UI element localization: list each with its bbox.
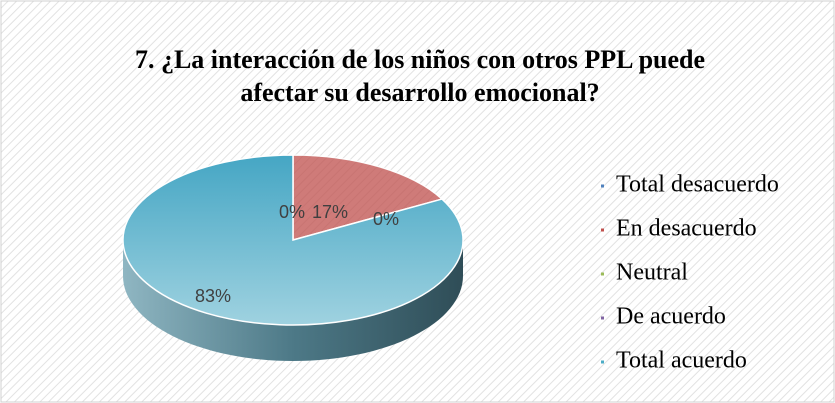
pie-slice [122,154,464,326]
pie-side [123,240,463,361]
data-label: 0% [373,209,399,229]
chart-title: afectar su desarrollo emocional? [240,78,599,107]
legend-label: Total desacuerdo [616,172,779,198]
pie-slice [292,154,444,241]
legend-marker [601,228,604,232]
legend-label: Neutral [616,260,688,286]
data-label: 83% [195,286,231,306]
legend-marker [601,272,604,276]
data-label: 17% [312,202,348,222]
legend-marker [601,184,604,188]
data-label: 0% [279,202,305,222]
legend-label: Total acuerdo [616,348,747,374]
legend-label: De acuerdo [616,304,726,330]
chart-title: 7. ¿La interacción de los niños con otro… [135,45,705,74]
legend-marker [601,360,604,364]
legend-marker [601,316,604,320]
legend-label: En desacuerdo [616,216,757,242]
